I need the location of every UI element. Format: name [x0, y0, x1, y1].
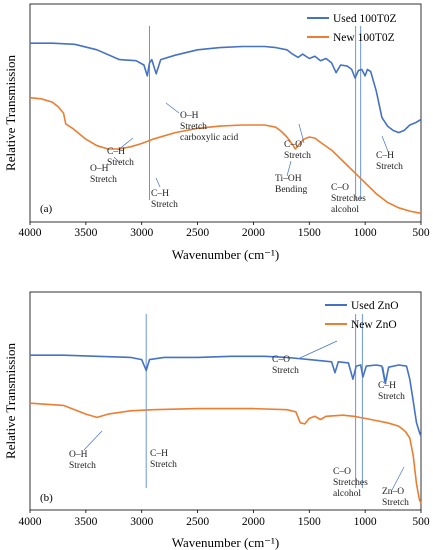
x-tick-label: 1500: [298, 516, 321, 528]
band-annotation: C–H Stretch: [378, 381, 405, 402]
band-annotation-line: Stretch: [107, 158, 134, 168]
x-tick-label: 1000: [354, 516, 377, 528]
band-annotation: C–O Stretches alcohol: [331, 183, 366, 215]
legend: Used ZnO New ZnO: [325, 300, 399, 331]
x-tick-label: 2500: [186, 227, 209, 239]
series-line-new: [29, 96, 422, 215]
chart-panel-b: 4000 3500 3000 2500 2000 1500 1000 500 Wavenumbe…: [3, 291, 430, 550]
panel-label: (b): [40, 492, 53, 504]
band-annotation-line: C–H: [151, 189, 169, 199]
band-annotation: C–H Stretch: [150, 449, 177, 470]
band-annotation-line: C–H: [378, 381, 396, 391]
band-annotation-line: alcohol: [331, 205, 359, 215]
band-annotation: C–H Stretch: [107, 147, 134, 168]
legend-label: New ZnO: [351, 319, 397, 331]
x-tick-label: 3500: [74, 227, 97, 239]
band-annotation-line: Stretch: [180, 122, 207, 132]
annotation-leader: [299, 340, 338, 359]
band-annotation-line: O–H: [90, 164, 109, 174]
series-line-new: [29, 402, 422, 504]
x-axis-label: Wavenumber (cm⁻¹): [172, 247, 280, 262]
band-annotation-line: C–O: [333, 467, 351, 477]
band-annotation-line: Stretch: [151, 200, 178, 210]
band-annotation: Ti–OH Bending: [275, 174, 307, 195]
x-axis-label: Wavenumber (cm⁻¹): [172, 535, 280, 550]
band-annotation-line: Zn–O: [382, 487, 404, 497]
band-annotation-line: Stretch: [272, 366, 299, 376]
annotation-leader: [117, 137, 134, 151]
band-annotation: O–H Stretch: [69, 450, 96, 471]
band-annotation: C–O Stretch: [272, 355, 299, 376]
band-annotation-line: Stretch: [150, 460, 177, 470]
band-annotation-line: C–H: [150, 449, 168, 459]
legend: Used 100T0Z New 100T0Z: [307, 13, 397, 44]
annotation-leader: [155, 177, 161, 188]
annotation-leader: [391, 466, 405, 491]
legend-label: New 100T0Z: [333, 32, 395, 44]
annotation-leader: [382, 366, 387, 385]
x-tick-label: 3500: [74, 516, 97, 528]
x-tick-label: 1000: [354, 227, 377, 239]
band-annotation-line: Stretch: [69, 461, 96, 471]
y-axis-label: Relative Transmission: [3, 55, 18, 171]
band-annotation: Zn–O Stretch: [382, 487, 409, 508]
band-annotation-line: Stretches: [331, 194, 366, 204]
band-annotation-line: Stretch: [376, 162, 403, 172]
band-annotation-line: C–H: [107, 147, 125, 157]
band-annotation-line: carboxylic acid: [180, 133, 239, 143]
band-annotation-line: C–O: [331, 183, 349, 193]
band-annotation-line: Ti–OH: [275, 174, 302, 184]
x-tick-label: 3000: [130, 516, 153, 528]
legend-label: Used ZnO: [351, 300, 399, 312]
annotation-leader: [286, 160, 292, 177]
x-tick-label: 1500: [298, 227, 321, 239]
annotation-leader: [113, 156, 121, 164]
band-annotation-line: Stretch: [284, 151, 311, 161]
band-annotation-line: O–H: [180, 111, 199, 121]
chart-panel-a: 4000 3500 3000 2500 2000 1500 1000 500 Wavenumbe…: [3, 3, 430, 262]
x-tick-label: 2000: [242, 516, 265, 528]
panel-label: (a): [40, 203, 53, 215]
band-annotation: C–O Stretches alcohol: [333, 467, 368, 499]
x-tick-label: 2000: [242, 227, 265, 239]
x-tick-label: 2500: [186, 516, 209, 528]
series-line-used: [30, 354, 422, 437]
annotation-leader: [298, 123, 305, 144]
band-annotation-line: Stretches: [333, 478, 368, 488]
band-annotation-line: Stretch: [90, 175, 117, 185]
band-annotation: C–H Stretch: [151, 189, 178, 210]
legend-label: Used 100T0Z: [333, 13, 397, 25]
annotation-leader: [165, 102, 180, 114]
band-annotation-line: Stretch: [378, 392, 405, 402]
y-axis-label: Relative Transmission: [3, 343, 18, 459]
band-annotation-line: Stretch: [382, 498, 409, 508]
x-tick-label: 3000: [130, 227, 153, 239]
band-annotation-line: Bending: [275, 185, 307, 195]
band-annotation: O–H Stretch: [90, 164, 117, 185]
band-annotation: O–H Stretch carboxylic acid: [180, 111, 239, 143]
annotation-leader: [381, 135, 390, 155]
band-annotation-line: alcohol: [333, 489, 361, 499]
band-annotation-line: C–O: [284, 140, 302, 150]
x-tick-label: 4000: [19, 516, 42, 528]
band-annotation-line: C–H: [376, 151, 394, 161]
band-annotation-line: O–H: [69, 450, 88, 460]
x-tick-label: 500: [412, 227, 430, 239]
series-line-used: [30, 42, 422, 134]
x-tick-label: 500: [412, 516, 430, 528]
band-annotation-line: C–O: [272, 355, 290, 365]
annotation-leader: [83, 430, 103, 451]
band-annotation: C–H Stretch: [376, 151, 403, 172]
band-annotation: C–O Stretch: [284, 140, 311, 161]
x-tick-label: 4000: [19, 227, 42, 239]
